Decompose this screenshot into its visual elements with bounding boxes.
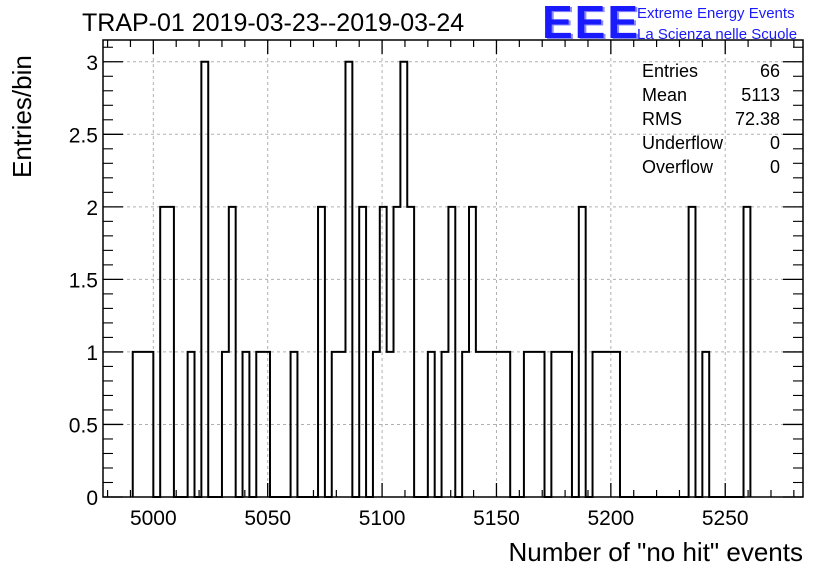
stats-row: RMS 72.38 — [642, 108, 780, 132]
histogram-bin — [133, 352, 140, 497]
x-tick-label: 5000 — [130, 507, 177, 530]
histogram-bin — [359, 207, 366, 497]
x-tick-label: 5100 — [359, 507, 406, 530]
histogram-bin — [263, 352, 270, 497]
histogram-bin — [744, 207, 751, 497]
histogram-bin — [400, 62, 407, 497]
histogram-bin — [483, 352, 490, 497]
stats-label: Underflow — [642, 133, 724, 153]
histogram-bin — [462, 352, 469, 497]
histogram-bin — [448, 207, 455, 497]
histogram-bin — [565, 352, 572, 497]
histogram-bin — [160, 207, 167, 497]
stats-row: Entries 66 — [642, 60, 780, 84]
histogram-bin — [469, 207, 476, 497]
y-tick-label: 3 — [86, 52, 98, 75]
histogram-bin — [256, 352, 263, 497]
histogram-bin — [394, 207, 401, 497]
eee-logo-mark: EEE — [542, 0, 641, 48]
x-tick-label: 5150 — [473, 507, 520, 530]
histogram-bin — [551, 352, 558, 497]
y-tick-label: 1.5 — [69, 269, 98, 292]
histogram-bin — [579, 207, 586, 497]
histogram-bin — [496, 352, 503, 497]
histogram-bin — [613, 352, 620, 497]
histogram-bin — [593, 352, 600, 497]
stats-label: RMS — [642, 109, 682, 129]
histogram-bin — [243, 352, 250, 497]
y-axis-label: Entries/bin — [7, 55, 37, 178]
histogram-bin — [606, 352, 613, 497]
histogram-bin — [407, 207, 414, 497]
histogram-bin — [339, 352, 346, 497]
chart-title: TRAP-01 2019-03-23--2019-03-24 — [82, 9, 465, 37]
tick-labels: 5000 5050 5100 5150 5200 5250 0 0.5 1 1.5 2 2.5 3 — [69, 52, 749, 530]
histogram-bin — [599, 352, 606, 497]
histogram-bin — [318, 207, 325, 497]
plot-frame — [102, 39, 804, 498]
y-tick-label: 0 — [86, 487, 98, 510]
stats-value: 0 — [769, 133, 780, 153]
x-tick-label: 5200 — [587, 507, 634, 530]
y-tick-label: 0.5 — [69, 414, 98, 437]
histogram-bin — [702, 352, 709, 497]
y-tick-label: 2 — [86, 197, 98, 220]
x-axis-label: Number of "no hit" events — [509, 537, 804, 567]
histogram-bin — [146, 352, 153, 497]
stats-label: Entries — [642, 61, 699, 81]
histogram-bin — [332, 352, 339, 497]
stats-row: Overflow 0 — [642, 156, 780, 180]
axis-ticks — [103, 40, 803, 498]
x-tick-label: 5050 — [244, 507, 291, 530]
stats-value: 0 — [769, 157, 780, 177]
histogram-bin — [387, 352, 394, 497]
eee-logo: EEE Extreme Energy Events La Scienza nel… — [542, 0, 832, 48]
stats-value: 5113 — [741, 85, 780, 105]
histogram-bin — [140, 352, 147, 497]
histogram-bin — [373, 352, 380, 497]
histogram-bin — [531, 352, 538, 497]
y-tick-label: 2.5 — [69, 124, 98, 147]
histogram-bin — [503, 352, 510, 497]
histogram-bin — [476, 352, 483, 497]
eee-logo-line2: La Scienza nelle Scuole — [637, 26, 798, 43]
stats-value: 66 — [759, 61, 780, 81]
histogram-bin — [222, 352, 229, 497]
stats-label: Overflow — [642, 157, 714, 177]
histogram-bin — [442, 352, 449, 497]
x-tick-label: 5250 — [702, 507, 749, 530]
eee-logo-line1: Extreme Energy Events — [637, 5, 795, 22]
stats-row: Underflow 0 — [642, 132, 780, 156]
histogram-bin — [229, 207, 236, 497]
stats-label: Mean — [642, 85, 688, 105]
stats-row: Mean 5113 — [642, 84, 780, 108]
stats-box: Entries 66 Mean 5113 RMS 72.38 Underflow… — [642, 60, 780, 180]
histogram-bin — [538, 352, 545, 497]
histogram-bin — [345, 62, 352, 497]
histogram-bin — [380, 207, 387, 497]
grid-lines — [103, 40, 803, 497]
histogram-bin — [428, 352, 435, 497]
histogram-bin — [201, 62, 208, 497]
histogram-bin — [689, 207, 696, 497]
histogram-bin — [524, 352, 531, 497]
histogram-bin — [291, 352, 298, 497]
histogram-bin — [558, 352, 565, 497]
y-tick-label: 1 — [86, 342, 98, 365]
stats-value: 72.38 — [734, 109, 780, 129]
histogram-bin — [167, 207, 174, 497]
histogram-bin — [490, 352, 497, 497]
histogram-bin — [188, 352, 195, 497]
